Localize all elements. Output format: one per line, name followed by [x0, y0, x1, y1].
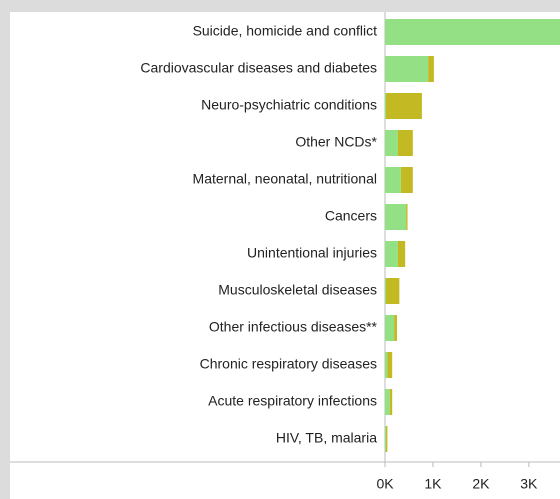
category-label: Acute respiratory infections — [208, 393, 377, 409]
category-label: Cancers — [325, 208, 377, 224]
category-label: Suicide, homicide and conflict — [193, 23, 378, 39]
category-label: Other infectious diseases** — [209, 319, 378, 335]
bar-segment — [385, 93, 422, 119]
bar-segment — [387, 352, 393, 378]
category-label: HIV, TB, malaria — [276, 430, 377, 446]
category-label: Maternal, neonatal, nutritional — [193, 171, 377, 187]
bar-segment — [385, 241, 398, 267]
bar-segment — [400, 167, 413, 193]
bar-segment — [394, 315, 397, 341]
category-label: Neuro-psychiatric conditions — [201, 97, 377, 113]
x-tick-label: 3K — [520, 476, 538, 492]
category-label: Chronic respiratory diseases — [200, 356, 377, 372]
bar-segment — [385, 315, 395, 341]
bar-segment — [385, 56, 429, 82]
bar-segment — [385, 352, 388, 378]
bar-segment — [385, 204, 407, 230]
category-label: Other NCDs* — [295, 134, 377, 150]
bar-segment — [397, 241, 406, 267]
bar-segment — [406, 204, 408, 230]
bar-segment — [389, 389, 393, 415]
bar-segment — [385, 130, 398, 156]
bar-segment — [385, 389, 390, 415]
x-tick-label: 1K — [424, 476, 442, 492]
category-label: Cardiovascular diseases and diabetes — [140, 60, 377, 76]
category-label: Musculoskeletal diseases — [218, 282, 377, 298]
side-strip — [0, 0, 10, 499]
bars — [385, 19, 560, 452]
bar-segment — [385, 426, 386, 452]
x-tick-label: 0K — [376, 476, 394, 492]
bar-segment — [397, 130, 413, 156]
bar-segment — [428, 56, 434, 82]
bar-segment — [385, 93, 386, 119]
bar-segment — [385, 167, 401, 193]
bar-segment — [385, 19, 560, 45]
top-strip — [0, 0, 560, 12]
category-label: Unintentional injuries — [247, 245, 377, 261]
x-tick-label: 2K — [472, 476, 490, 492]
bar-segment — [385, 278, 400, 304]
bar-segment — [385, 426, 388, 452]
bar-segment — [385, 278, 386, 304]
